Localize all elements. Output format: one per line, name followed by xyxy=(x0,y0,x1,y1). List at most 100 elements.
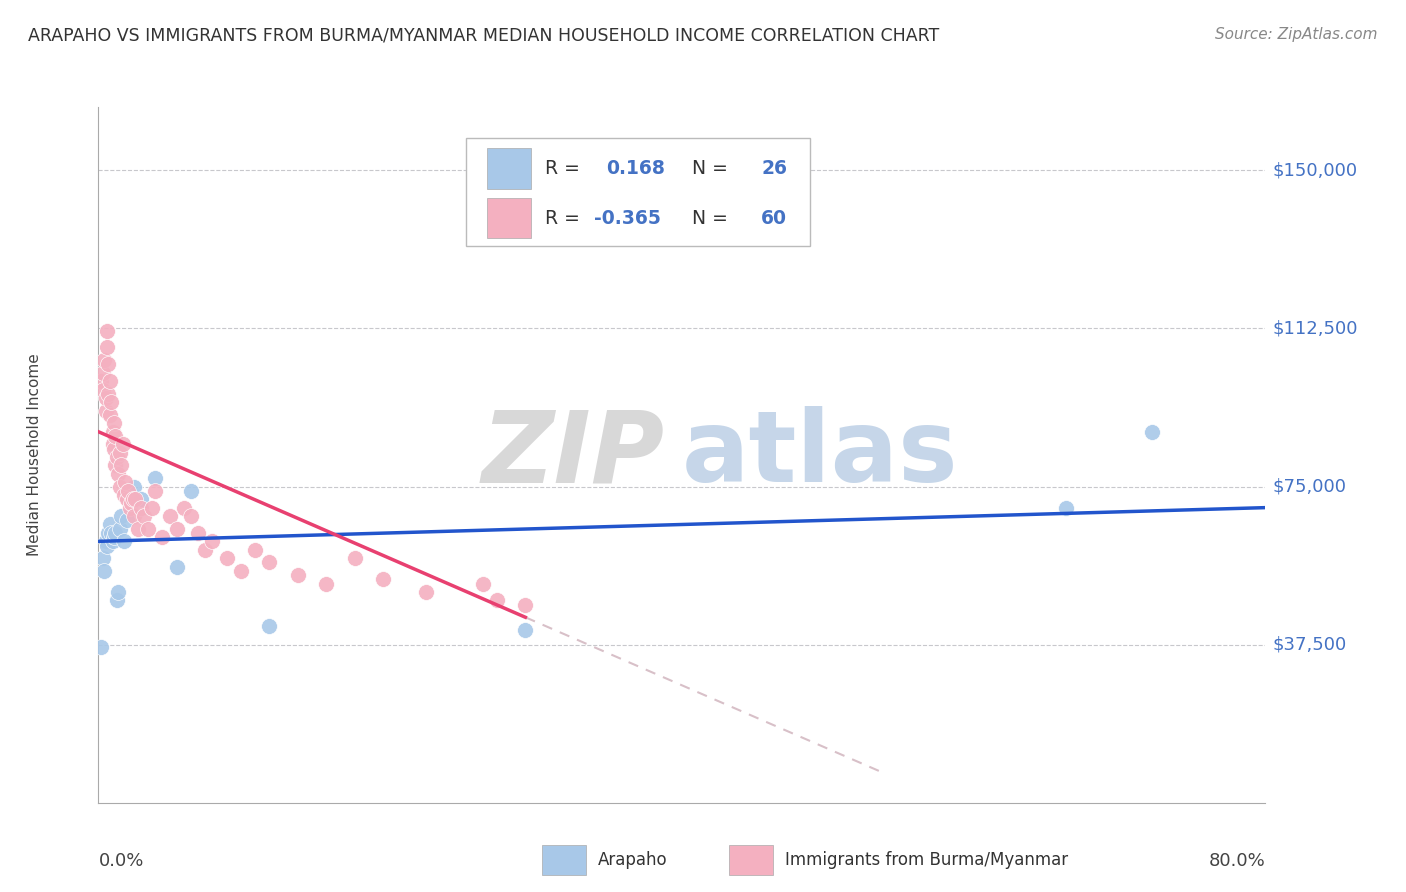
Point xyxy=(107,467,129,481)
Point xyxy=(471,576,494,591)
Point xyxy=(129,500,152,515)
Point xyxy=(127,522,149,536)
Point xyxy=(180,483,202,498)
Point xyxy=(371,572,394,586)
Text: Median Household Income: Median Household Income xyxy=(27,353,42,557)
Point xyxy=(143,471,166,485)
Point xyxy=(101,534,124,549)
Text: -0.365: -0.365 xyxy=(595,209,661,227)
Point xyxy=(215,551,238,566)
Point xyxy=(104,429,127,443)
Point xyxy=(122,509,145,524)
Point xyxy=(94,391,117,405)
Point xyxy=(97,525,120,540)
Text: R =: R = xyxy=(546,209,586,227)
Point xyxy=(515,598,537,612)
Point xyxy=(105,450,128,464)
Point xyxy=(115,513,138,527)
Point xyxy=(118,500,141,515)
Text: ZIP: ZIP xyxy=(481,407,665,503)
Text: Immigrants from Burma/Myanmar: Immigrants from Burma/Myanmar xyxy=(785,851,1067,869)
Point xyxy=(110,458,132,473)
Text: $112,500: $112,500 xyxy=(1272,319,1358,337)
Text: 0.168: 0.168 xyxy=(606,159,665,178)
Point xyxy=(108,479,131,493)
Text: 26: 26 xyxy=(761,159,787,178)
Point xyxy=(93,564,115,578)
Point xyxy=(114,475,136,490)
Point xyxy=(97,357,120,371)
Text: 80.0%: 80.0% xyxy=(1209,852,1265,870)
Point xyxy=(111,437,134,451)
FancyBboxPatch shape xyxy=(541,845,586,875)
Point xyxy=(117,483,139,498)
Point xyxy=(485,593,508,607)
Point xyxy=(121,492,143,507)
Point xyxy=(1140,425,1163,439)
Point xyxy=(93,353,115,368)
Point xyxy=(243,542,266,557)
Text: 60: 60 xyxy=(761,209,787,227)
Point xyxy=(94,534,117,549)
Point xyxy=(108,522,131,536)
Point xyxy=(229,564,252,578)
Point xyxy=(112,488,135,502)
Point xyxy=(1054,500,1077,515)
Point xyxy=(96,340,118,354)
Point xyxy=(108,446,131,460)
Point xyxy=(343,551,366,566)
Text: N =: N = xyxy=(679,209,734,227)
Text: R =: R = xyxy=(546,159,586,178)
Point xyxy=(104,458,127,473)
Point xyxy=(103,530,125,544)
FancyBboxPatch shape xyxy=(465,138,810,246)
Point xyxy=(91,366,114,380)
Point xyxy=(120,496,142,510)
Point xyxy=(98,408,121,422)
Point xyxy=(152,530,174,544)
Point xyxy=(96,539,118,553)
Text: $37,500: $37,500 xyxy=(1272,636,1347,654)
Point xyxy=(103,442,125,456)
Point xyxy=(115,492,138,507)
Point xyxy=(98,517,121,532)
Point xyxy=(257,556,280,570)
Point xyxy=(201,534,224,549)
Point xyxy=(100,525,122,540)
Text: Source: ZipAtlas.com: Source: ZipAtlas.com xyxy=(1215,27,1378,42)
Point xyxy=(173,500,195,515)
Point xyxy=(315,576,337,591)
Point xyxy=(415,585,437,599)
Point xyxy=(143,483,166,498)
FancyBboxPatch shape xyxy=(486,198,531,238)
FancyBboxPatch shape xyxy=(486,148,531,189)
Point xyxy=(101,425,124,439)
Point xyxy=(112,534,135,549)
Point xyxy=(91,551,114,566)
Text: 0.0%: 0.0% xyxy=(98,852,143,870)
Point xyxy=(107,585,129,599)
Text: Arapaho: Arapaho xyxy=(598,851,668,869)
Point xyxy=(166,522,188,536)
Point xyxy=(187,525,209,540)
Point xyxy=(97,386,120,401)
Text: ARAPAHO VS IMMIGRANTS FROM BURMA/MYANMAR MEDIAN HOUSEHOLD INCOME CORRELATION CHA: ARAPAHO VS IMMIGRANTS FROM BURMA/MYANMAR… xyxy=(28,27,939,45)
Point xyxy=(105,593,128,607)
Point xyxy=(180,509,202,524)
Text: atlas: atlas xyxy=(682,407,959,503)
Point xyxy=(124,492,146,507)
Point xyxy=(91,383,114,397)
Point xyxy=(98,374,121,388)
Point xyxy=(104,525,127,540)
Point xyxy=(90,374,112,388)
Point xyxy=(129,492,152,507)
Point xyxy=(166,559,188,574)
Point xyxy=(132,509,155,524)
Point xyxy=(122,479,145,493)
Point xyxy=(94,403,117,417)
Point xyxy=(90,640,112,654)
Point xyxy=(110,509,132,524)
Point xyxy=(136,522,159,536)
Point xyxy=(515,623,537,637)
FancyBboxPatch shape xyxy=(728,845,773,875)
